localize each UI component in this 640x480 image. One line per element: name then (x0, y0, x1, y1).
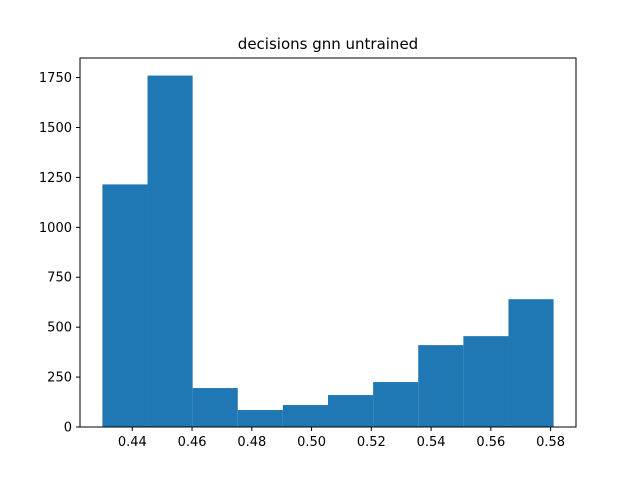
histogram-bar (237, 410, 283, 427)
histogram-bar (508, 299, 554, 427)
y-tick-label: 0 (64, 421, 72, 436)
y-tick-label: 1250 (39, 171, 72, 186)
histogram-bar (147, 75, 193, 428)
histogram-bar (192, 388, 238, 427)
x-tick-label: 0.58 (536, 435, 565, 450)
x-tick-label: 0.50 (297, 435, 326, 450)
histogram-bar (463, 336, 509, 427)
chart-title: decisions gnn untrained (238, 35, 418, 53)
y-tick-label: 500 (47, 321, 72, 336)
x-axis: 0.44 0.46 0.48 0.50 0.52 0.54 0.56 0.58 (118, 427, 565, 450)
histogram-bar (373, 382, 419, 427)
plot-frame (79, 57, 577, 428)
x-tick-label: 0.54 (417, 435, 446, 450)
y-tick-label: 1000 (39, 221, 72, 236)
y-tick-label: 250 (47, 371, 72, 386)
x-tick-label: 0.46 (178, 435, 207, 450)
y-tick-label: 1500 (39, 121, 72, 136)
histogram-bar (328, 395, 374, 427)
histogram-bar (282, 405, 328, 427)
histogram-bar (418, 345, 464, 427)
x-tick-label: 0.52 (357, 435, 386, 450)
x-tick-label: 0.44 (118, 435, 147, 450)
histogram-bar (102, 184, 148, 427)
bars-group (102, 75, 554, 428)
y-tick-label: 750 (47, 271, 72, 286)
y-axis: 0 250 500 750 1000 1250 1500 1750 (39, 71, 80, 436)
x-tick-label: 0.56 (476, 435, 505, 450)
x-tick-label: 0.48 (237, 435, 266, 450)
y-tick-label: 1750 (39, 71, 72, 86)
